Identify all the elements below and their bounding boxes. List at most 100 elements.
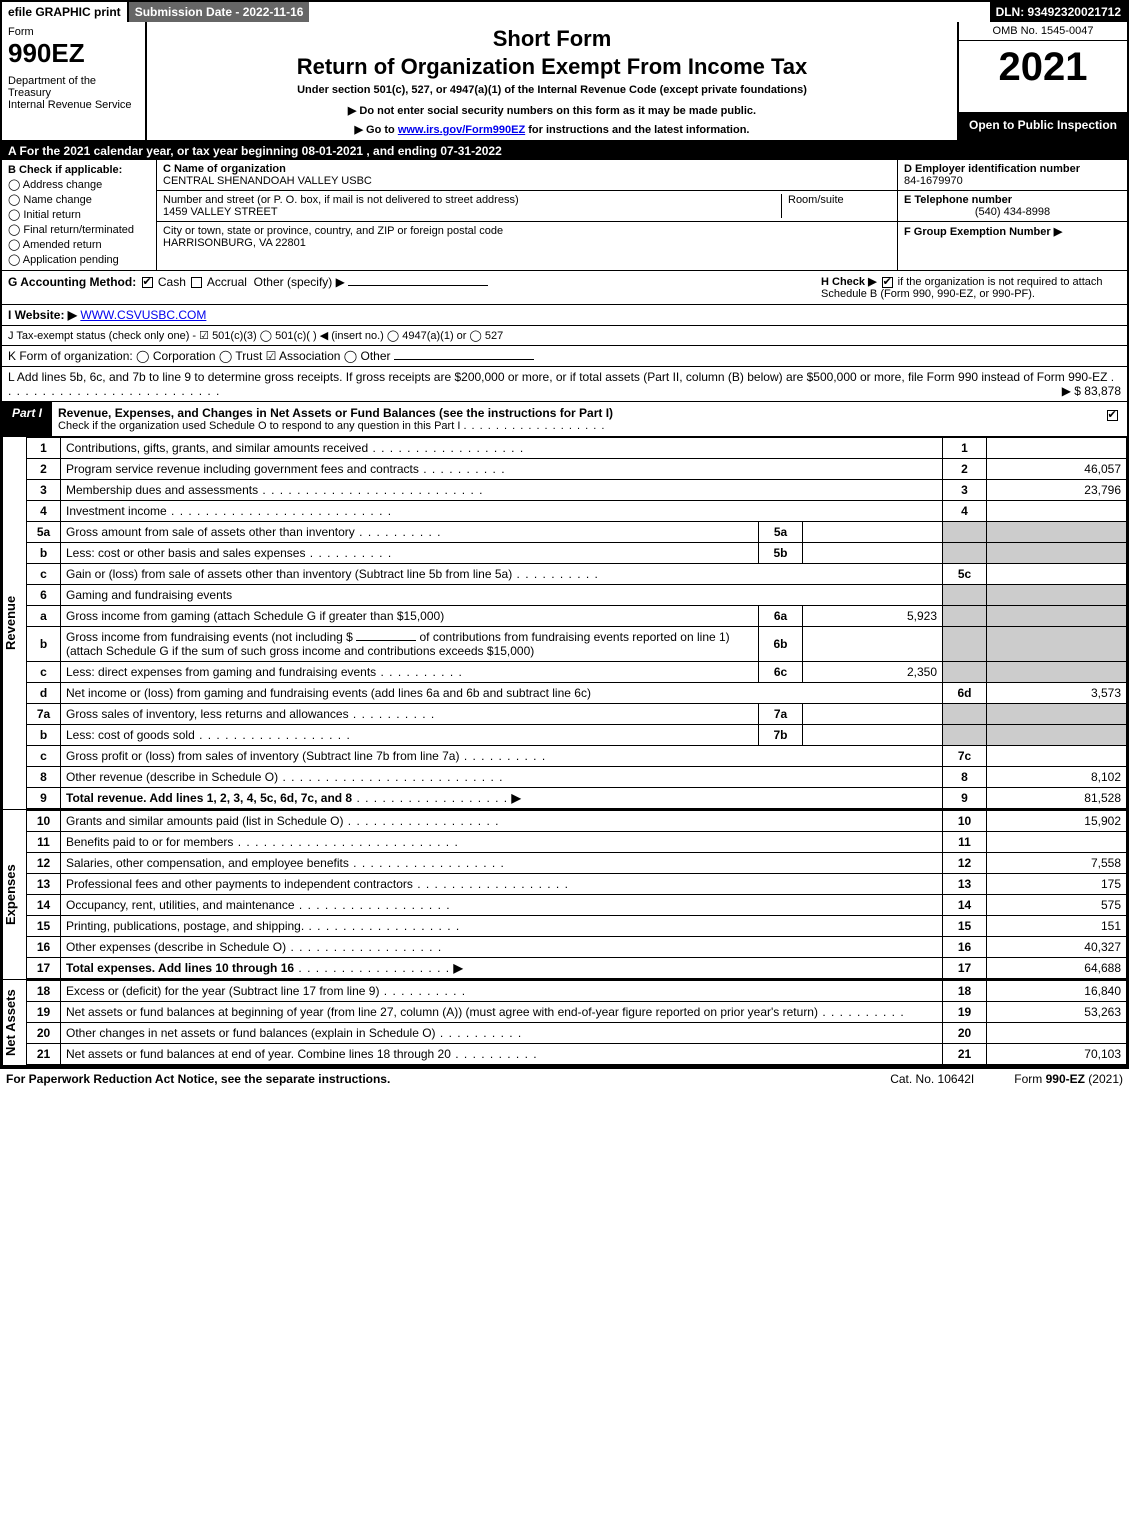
goto-post: for instructions and the latest informat…: [525, 124, 749, 136]
line-6d: d Net income or (loss) from gaming and f…: [27, 683, 1127, 704]
line-11: 11 Benefits paid to or for members 11: [27, 832, 1127, 853]
b-title: B Check if applicable:: [8, 164, 122, 176]
line-8: 8 Other revenue (describe in Schedule O)…: [27, 767, 1127, 788]
c-street-label: Number and street (or P. O. box, if mail…: [163, 194, 519, 206]
line-7b: b Less: cost of goods sold 7b: [27, 725, 1127, 746]
dln-number: DLN: 93492320021712: [990, 2, 1127, 22]
line-6: 6 Gaming and fundraising events: [27, 585, 1127, 606]
expenses-table: 10 Grants and similar amounts paid (list…: [26, 810, 1127, 979]
phone-value: (540) 434-8998: [904, 206, 1121, 218]
chk-h[interactable]: [882, 277, 893, 288]
part1-checkbox[interactable]: [1097, 402, 1127, 436]
other-specify-line: [348, 285, 488, 286]
g-label: G Accounting Method:: [8, 275, 136, 289]
section-b: B Check if applicable: ◯ Address change …: [2, 160, 157, 270]
c-name-label: C Name of organization: [163, 163, 286, 175]
revenue-table: 1 Contributions, gifts, grants, and simi…: [26, 437, 1127, 809]
form-word: Form: [8, 26, 139, 38]
section-c: C Name of organization CENTRAL SHENANDOA…: [157, 160, 897, 270]
line-6c: c Less: direct expenses from gaming and …: [27, 662, 1127, 683]
row-j: J Tax-exempt status (check only one) - ☑…: [2, 326, 1127, 346]
top-bar: efile GRAPHIC print Submission Date - 20…: [2, 2, 1127, 22]
line-3: 3 Membership dues and assessments 3 23,7…: [27, 480, 1127, 501]
k-text: K Form of organization: ◯ Corporation ◯ …: [8, 349, 391, 363]
chk-accrual[interactable]: [191, 277, 202, 288]
revenue-vtab: Revenue: [2, 437, 26, 809]
part1-tab: Part I: [2, 402, 52, 436]
org-street: 1459 VALLEY STREET: [163, 206, 278, 218]
c-name-row: C Name of organization CENTRAL SHENANDOA…: [157, 160, 897, 191]
line-9: 9 Total revenue. Add lines 1, 2, 3, 4, 5…: [27, 788, 1127, 809]
goto-link[interactable]: www.irs.gov/Form990EZ: [398, 124, 525, 136]
row-k: K Form of organization: ◯ Corporation ◯ …: [2, 346, 1127, 367]
line-17: 17 Total expenses. Add lines 10 through …: [27, 958, 1127, 979]
efile-print-label[interactable]: efile GRAPHIC print: [2, 2, 129, 22]
chk-amended-return[interactable]: ◯ Amended return: [8, 238, 150, 251]
dept-treasury: Department of the Treasury Internal Reve…: [8, 75, 139, 111]
line-7c: c Gross profit or (loss) from sales of i…: [27, 746, 1127, 767]
return-title: Return of Organization Exempt From Incom…: [153, 54, 951, 80]
expenses-section: Expenses 10 Grants and similar amounts p…: [2, 810, 1127, 980]
goto-text: ▶ Go to www.irs.gov/Form990EZ for instru…: [153, 123, 951, 136]
netassets-section: Net Assets 18 Excess or (deficit) for th…: [2, 980, 1127, 1067]
page-footer: For Paperwork Reduction Act Notice, see …: [0, 1069, 1129, 1089]
line-a: A For the 2021 calendar year, or tax yea…: [2, 142, 1127, 160]
header-center: Short Form Return of Organization Exempt…: [147, 22, 957, 140]
line-1: 1 Contributions, gifts, grants, and simi…: [27, 438, 1127, 459]
l-amount: ▶ $ 83,878: [1062, 384, 1121, 398]
ein-value: 84-1679970: [904, 175, 963, 187]
header-right: OMB No. 1545-0047 2021 Open to Public In…: [957, 22, 1127, 140]
inspection-badge: Open to Public Inspection: [959, 112, 1127, 140]
f-label: F Group Exemption Number ▶: [904, 226, 1062, 238]
row-h: H Check ▶ if the organization is not req…: [821, 275, 1121, 300]
chk-application-pending[interactable]: ◯ Application pending: [8, 253, 150, 266]
h-text1: H Check ▶: [821, 276, 877, 288]
c-city-row: City or town, state or province, country…: [157, 222, 897, 252]
chk-address-change[interactable]: ◯ Address change: [8, 178, 150, 191]
c-street-row: Number and street (or P. O. box, if mail…: [157, 191, 897, 222]
website-link[interactable]: WWW.CSVUSBC.COM: [80, 308, 206, 322]
tax-year: 2021: [959, 41, 1127, 112]
row-i: I Website: ▶ WWW.CSVUSBC.COM: [2, 305, 1127, 326]
netassets-table: 18 Excess or (deficit) for the year (Sub…: [26, 980, 1127, 1065]
line-10: 10 Grants and similar amounts paid (list…: [27, 811, 1127, 832]
line-19: 19 Net assets or fund balances at beginn…: [27, 1002, 1127, 1023]
section-e: E Telephone number (540) 434-8998: [898, 191, 1127, 222]
donot-text: ▶ Do not enter social security numbers o…: [153, 104, 951, 117]
section-f: F Group Exemption Number ▶: [898, 222, 1127, 241]
line-6a: a Gross income from gaming (attach Sched…: [27, 606, 1127, 627]
goto-pre: ▶ Go to: [355, 124, 398, 136]
chk-final-return[interactable]: ◯ Final return/terminated: [8, 223, 150, 236]
line-20: 20 Other changes in net assets or fund b…: [27, 1023, 1127, 1044]
expenses-vtab: Expenses: [2, 810, 26, 979]
line-7a: 7a Gross sales of inventory, less return…: [27, 704, 1127, 725]
line-18: 18 Excess or (deficit) for the year (Sub…: [27, 981, 1127, 1002]
submission-date: Submission Date - 2022-11-16: [129, 2, 310, 22]
line-5c: c Gain or (loss) from sale of assets oth…: [27, 564, 1127, 585]
netassets-vtab: Net Assets: [2, 980, 26, 1065]
footer-right: Form 990-EZ (2021): [1014, 1072, 1123, 1086]
line-16: 16 Other expenses (describe in Schedule …: [27, 937, 1127, 958]
chk-cash[interactable]: [142, 277, 153, 288]
topbar-spacer: [309, 2, 989, 22]
line-13: 13 Professional fees and other payments …: [27, 874, 1127, 895]
form-number: 990EZ: [8, 38, 139, 69]
line-14: 14 Occupancy, rent, utilities, and maint…: [27, 895, 1127, 916]
chk-initial-return[interactable]: ◯ Initial return: [8, 208, 150, 221]
section-d: D Employer identification number 84-1679…: [898, 160, 1127, 191]
row-g: G Accounting Method: Cash Accrual Other …: [8, 275, 821, 300]
form-header: Form 990EZ Department of the Treasury In…: [2, 22, 1127, 142]
line-5a: 5a Gross amount from sale of assets othe…: [27, 522, 1127, 543]
footer-catno: Cat. No. 10642I: [890, 1072, 974, 1086]
line-4: 4 Investment income 4: [27, 501, 1127, 522]
c-city-label: City or town, state or province, country…: [163, 225, 503, 237]
org-name: CENTRAL SHENANDOAH VALLEY USBC: [163, 175, 372, 187]
chk-name-change[interactable]: ◯ Name change: [8, 193, 150, 206]
part1-header: Part I Revenue, Expenses, and Changes in…: [2, 402, 1127, 437]
d-label: D Employer identification number: [904, 163, 1080, 175]
line-6b: b Gross income from fundraising events (…: [27, 627, 1127, 662]
revenue-section: Revenue 1 Contributions, gifts, grants, …: [2, 437, 1127, 810]
line-15: 15 Printing, publications, postage, and …: [27, 916, 1127, 937]
under-section-text: Under section 501(c), 527, or 4947(a)(1)…: [153, 84, 951, 96]
line-5b: b Less: cost or other basis and sales ex…: [27, 543, 1127, 564]
